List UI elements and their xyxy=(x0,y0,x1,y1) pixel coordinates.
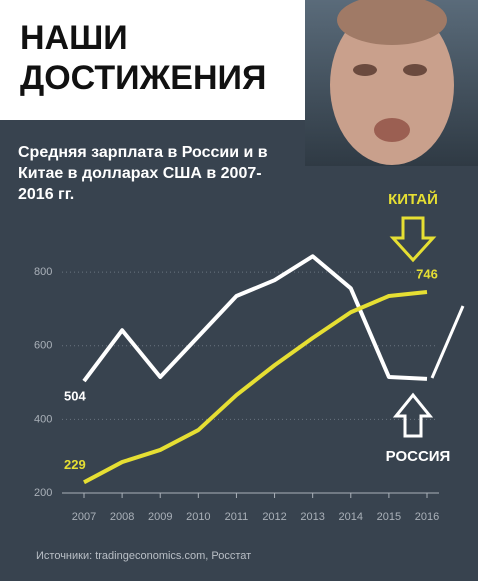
hand-drawn-stroke xyxy=(430,305,465,379)
y-tick-label: 600 xyxy=(34,340,52,352)
y-tick-label: 400 xyxy=(34,413,52,425)
data-label: 746 xyxy=(416,266,438,281)
source-note: Источники: tradingeconomics.com, Росстат xyxy=(36,550,252,562)
x-tick-label: 2014 xyxy=(339,511,363,523)
arrow-down xyxy=(389,216,437,263)
x-tick-label: 2015 xyxy=(377,511,401,523)
x-tick-label: 2009 xyxy=(148,511,172,523)
data-label: 504 xyxy=(64,389,86,404)
series-line xyxy=(82,254,428,383)
x-tick-label: 2007 xyxy=(72,511,96,523)
title: НАШИ ДОСТИЖЕНИЯ xyxy=(0,0,305,120)
x-tick-label: 2010 xyxy=(186,511,210,523)
x-tick-label: 2011 xyxy=(225,511,249,523)
x-tick-label: 2013 xyxy=(300,511,324,523)
legend-label: КИТАЙ xyxy=(388,190,438,208)
arrow-up xyxy=(392,392,434,438)
x-tick-label: 2012 xyxy=(262,511,286,523)
subtitle: Средняя зарплата в России и в Китае в до… xyxy=(18,144,268,203)
y-tick-label: 800 xyxy=(34,266,52,278)
x-tick-label: 2008 xyxy=(110,511,134,523)
legend-label: РОССИЯ xyxy=(386,448,451,465)
photo xyxy=(305,0,478,166)
y-tick-label: 200 xyxy=(34,487,52,499)
series-line xyxy=(83,289,428,485)
x-tick-label: 2016 xyxy=(415,511,439,523)
data-label: 229 xyxy=(64,457,86,472)
